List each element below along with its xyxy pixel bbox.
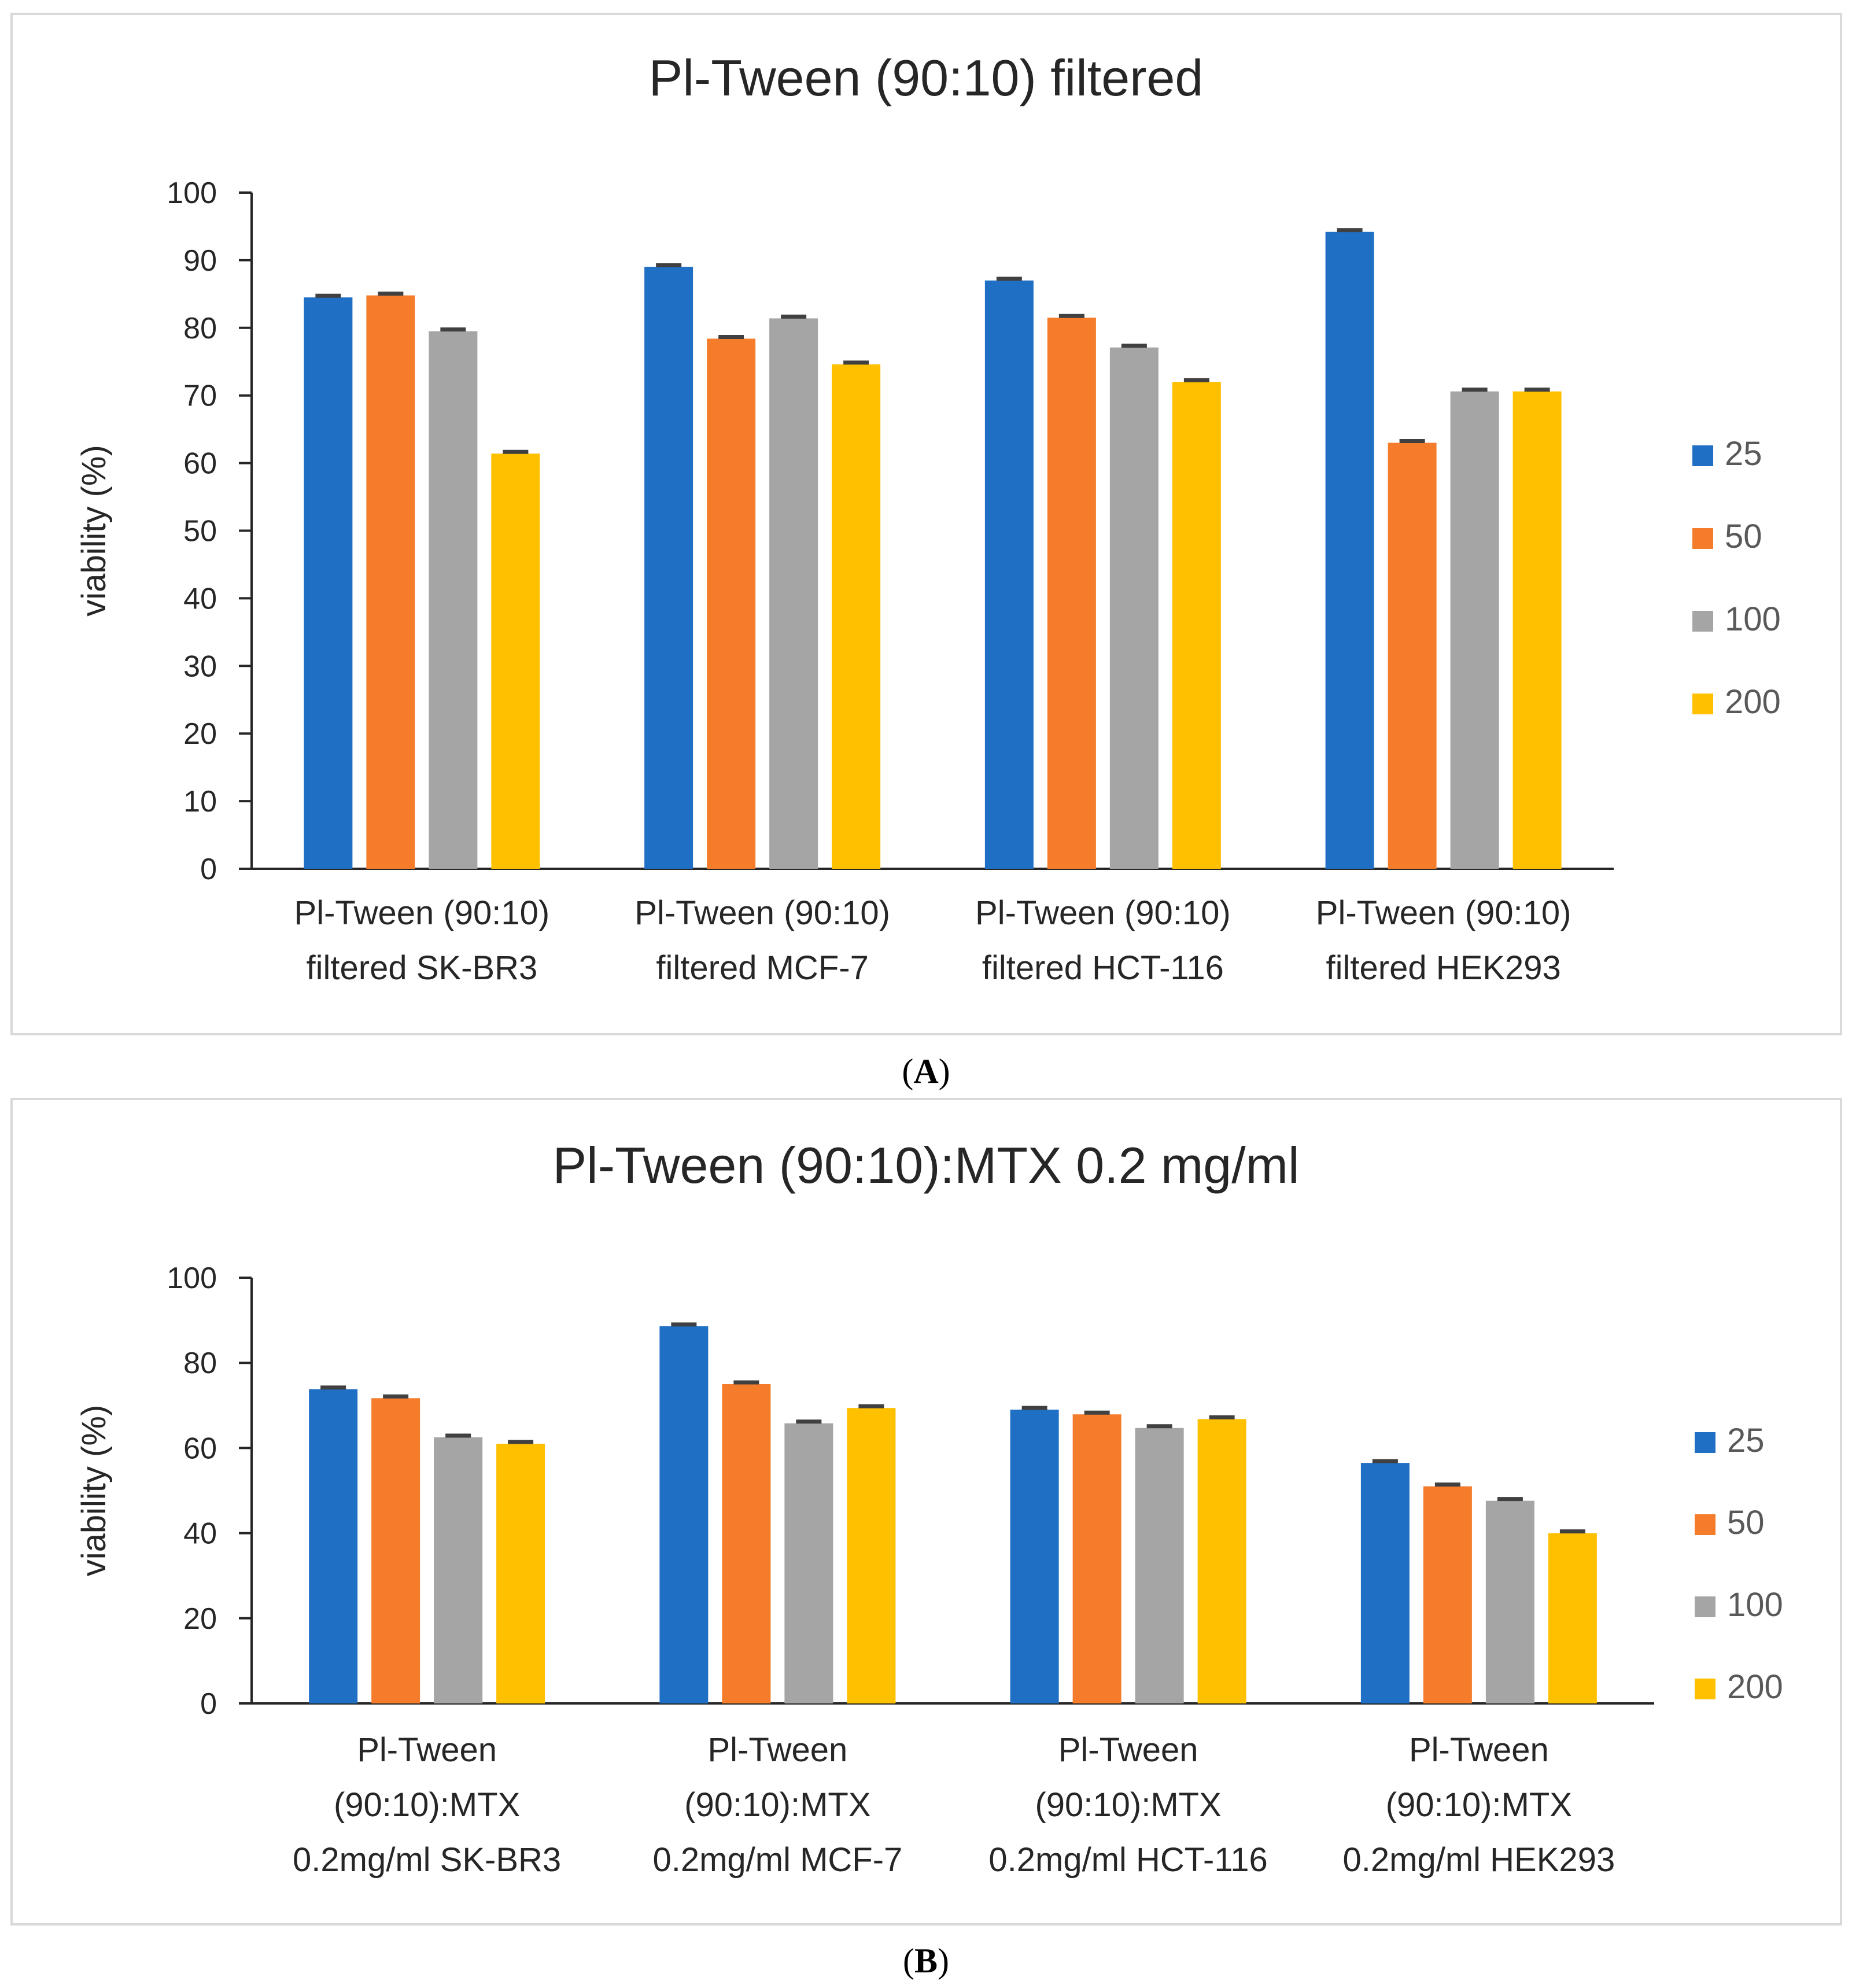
chart-b-legend-swatch-100 (1695, 1596, 1716, 1617)
chart-b-bar-s50-c0 (371, 1398, 420, 1703)
chart-a-y-tick-label: 90 (183, 244, 217, 278)
chart-a-legend-label-100: 100 (1725, 600, 1781, 638)
chart-a-bar-s200-c2 (1172, 382, 1221, 869)
chart-b-legend-label-25: 25 (1727, 1422, 1765, 1459)
chart-b-bar-s100-c3 (1485, 1500, 1534, 1703)
chart-b-bar-s25-c2 (1010, 1410, 1059, 1703)
chart-b-bar-s100-c2 (1135, 1428, 1184, 1703)
chart-a-y-tick-label: 20 (183, 717, 217, 751)
chart-b-y-tick-label: 60 (183, 1432, 217, 1465)
chart-b-category-label-3: Pl-Tween (90:10):MTX 0.2mg/ml HEK293 (1343, 1731, 1615, 1879)
chart-a-legend-label-25: 25 (1725, 435, 1762, 473)
chart-b-bar-s200-c0 (496, 1444, 545, 1703)
chart-a-bar-s200-c3 (1512, 391, 1562, 869)
chart-b-bar-s200-c2 (1197, 1419, 1246, 1703)
chart-b-legend-label-200: 200 (1727, 1668, 1783, 1706)
chart-a-bar-s25-c2 (984, 280, 1034, 869)
chart-a-y-label: viability (%) (75, 445, 113, 617)
chart-a-category-label-3: Pl-Tween (90:10) filtered HEK293 (1316, 894, 1571, 987)
chart-b-legend-swatch-25 (1695, 1432, 1716, 1453)
chart-a-y-tick-label: 50 (183, 515, 217, 548)
chart-a-bar-s100-c2 (1109, 347, 1159, 869)
chart-b-y-tick-label: 100 (167, 1262, 217, 1295)
chart-b-bar-s25-c0 (309, 1389, 358, 1703)
chart-a-y-tick-label: 60 (183, 447, 217, 481)
chart-b-bar-s200-c1 (847, 1408, 896, 1703)
chart-a-category-label-0: Pl-Tween (90:10) filtered SK-BR3 (294, 894, 550, 987)
chart-a-bar-s50-c1 (707, 338, 756, 869)
chart-b-bar-s50-c3 (1423, 1486, 1472, 1703)
chart-a-bar-s50-c3 (1388, 442, 1437, 869)
chart-b-title: Pl-Tween (90:10):MTX 0.2 mg/ml (552, 1137, 1299, 1194)
chart-b-bar-s100-c0 (434, 1437, 483, 1703)
chart-b-bar-s100-c1 (784, 1423, 833, 1703)
chart-a-y-tick-label: 70 (183, 379, 217, 413)
chart-b-y-tick-label: 80 (183, 1347, 217, 1380)
chart-a-bar-s100-c3 (1450, 391, 1499, 869)
chart-b-bar-s25-c3 (1360, 1463, 1410, 1703)
chart-b: Pl-Tween (90:10):MTX 0.2 mg/ml 0 20 40 60 80 1… (75, 1137, 1783, 1879)
chart-a-frame (10, 13, 1842, 1035)
chart-a-y-tick-label: 0 (200, 853, 217, 886)
chart-a: Pl-Tween (90:10) filtered 0 10 20 30 40 50 60 70… (75, 49, 1781, 987)
chart-b-y-tick-label: 40 (183, 1517, 217, 1551)
chart-a-legend-swatch-50 (1692, 528, 1713, 549)
chart-b-legend-label-50: 50 (1727, 1504, 1765, 1541)
chart-a-bar-s25-c0 (304, 297, 353, 869)
chart-a-category-label-2: Pl-Tween (90:10) filtered HCT-116 (975, 894, 1231, 987)
chart-a-y-tick-label: 40 (183, 582, 217, 615)
chart-b-bar-s50-c1 (722, 1384, 771, 1703)
chart-a-bar-s100-c0 (429, 331, 478, 869)
chart-a-title: Pl-Tween (90:10) filtered (649, 49, 1204, 106)
chart-a-category-label-1: Pl-Tween (90:10) filtered MCF-7 (634, 894, 890, 987)
chart-a-y-tick-label: 30 (183, 650, 217, 683)
chart-b-category-label-1: Pl-Tween (90:10):MTX 0.2mg/ml MCF-7 (652, 1731, 902, 1879)
chart-a-y-tick-label: 80 (183, 312, 217, 345)
chart-b-legend-swatch-50 (1695, 1514, 1716, 1535)
chart-a-bar-s25-c1 (644, 267, 693, 869)
chart-b-y-label: viability (%) (75, 1405, 113, 1577)
chart-b-y-tick-label: 0 (200, 1687, 217, 1721)
panel-label-b: (B) (903, 1942, 949, 1980)
chart-b-bar-s200-c3 (1548, 1533, 1597, 1703)
chart-a-bar-s200-c1 (832, 364, 881, 869)
chart-a-bar-s50-c2 (1047, 318, 1096, 869)
chart-a-bar-s100-c1 (769, 318, 818, 869)
chart-a-legend-label-50: 50 (1725, 518, 1762, 555)
chart-a-legend-swatch-25 (1692, 445, 1713, 466)
chart-a-bar-s25-c3 (1325, 231, 1374, 869)
chart-b-legend-label-100: 100 (1727, 1586, 1783, 1624)
chart-b-bar-s50-c2 (1072, 1414, 1121, 1703)
chart-a-y-tick-label: 10 (183, 785, 217, 818)
chart-b-bar-s25-c1 (659, 1326, 709, 1703)
chart-a-legend-swatch-100 (1692, 611, 1713, 632)
panel-label-a: (A) (902, 1052, 950, 1090)
chart-b-y-tick-label: 20 (183, 1602, 217, 1636)
chart-b-legend-swatch-200 (1695, 1679, 1716, 1699)
chart-b-category-label-0: Pl-Tween (90:10):MTX 0.2mg/ml SK-BR3 (293, 1731, 561, 1879)
chart-a-bar-s50-c0 (366, 295, 415, 869)
chart-b-category-label-2: Pl-Tween (90:10):MTX 0.2mg/ml HCT-116 (988, 1731, 1267, 1879)
chart-a-legend-swatch-200 (1692, 694, 1713, 714)
chart-a-bar-s200-c0 (491, 453, 540, 869)
chart-a-legend-label-200: 200 (1725, 683, 1781, 721)
chart-a-y-tick-label: 100 (167, 176, 217, 210)
